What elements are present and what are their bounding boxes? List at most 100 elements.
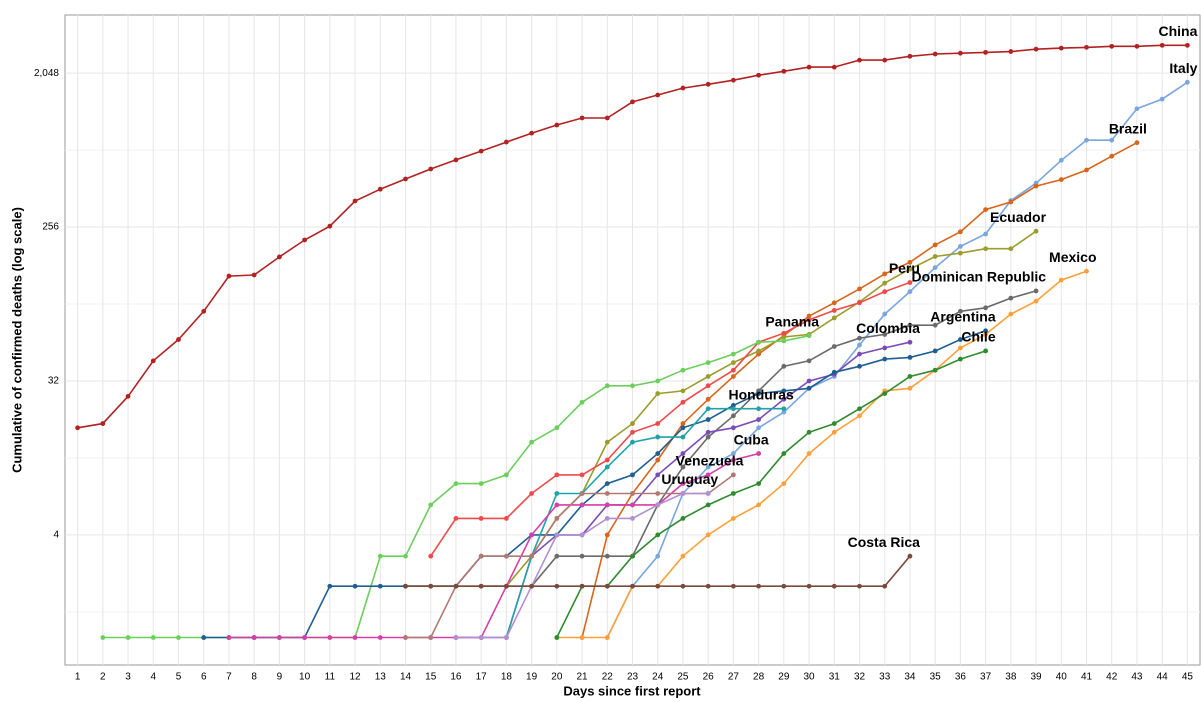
data-point [882, 289, 888, 295]
data-point [730, 367, 736, 373]
x-tick-label: 20 [551, 672, 563, 683]
data-point [276, 254, 282, 260]
x-tick-label: 21 [576, 672, 588, 683]
data-point [882, 332, 888, 337]
data-point [1184, 79, 1190, 85]
series-line [556, 350, 986, 638]
data-point [680, 85, 686, 91]
data-point [932, 367, 938, 373]
data-point [453, 515, 459, 521]
x-tick-label: 6 [201, 672, 207, 683]
data-point [806, 583, 812, 589]
data-point [882, 280, 888, 286]
data-point [831, 315, 837, 321]
data-point [579, 115, 585, 121]
data-point [957, 50, 963, 56]
data-point [125, 393, 131, 399]
data-point [529, 491, 535, 496]
data-point [503, 553, 509, 559]
data-point [503, 583, 509, 589]
y-axis-title: Cumulative of confirmed deaths (log scal… [9, 207, 24, 473]
data-point [377, 553, 383, 559]
series-label: Venezuela [676, 453, 744, 469]
data-point [1008, 246, 1014, 252]
data-point [806, 333, 812, 339]
data-point [453, 157, 459, 163]
data-point [554, 122, 560, 128]
data-point [1008, 295, 1014, 301]
series-label: Chile [961, 329, 995, 345]
series-label: Argentina [930, 309, 996, 325]
data-point [705, 383, 711, 389]
data-point [957, 356, 963, 362]
data-point [983, 305, 989, 311]
x-tick-label: 18 [501, 672, 513, 683]
data-point [1109, 43, 1115, 49]
series-label: Cuba [734, 431, 769, 447]
data-point [377, 635, 383, 640]
data-point [302, 635, 308, 640]
data-point [1084, 137, 1089, 143]
data-point [453, 583, 459, 589]
data-point [529, 130, 535, 136]
data-point [1033, 183, 1039, 189]
data-point [478, 515, 484, 521]
data-point [1008, 199, 1014, 205]
data-point [983, 207, 989, 213]
data-point [428, 553, 434, 559]
data-point [907, 355, 913, 360]
data-point [957, 250, 963, 256]
series-layer [75, 42, 1190, 640]
data-point [655, 391, 661, 396]
series-line [405, 474, 734, 639]
data-point [1134, 140, 1140, 146]
data-point [604, 464, 610, 470]
data-point [705, 417, 711, 422]
data-point [730, 491, 736, 496]
x-tick-label: 29 [778, 672, 790, 683]
data-point [655, 378, 661, 384]
data-point [983, 231, 989, 237]
series-label: Uruguay [661, 471, 718, 487]
data-point [453, 635, 459, 640]
data-point [503, 139, 509, 145]
series-label: Colombia [856, 320, 920, 336]
data-point [604, 115, 610, 121]
data-point [756, 406, 762, 412]
data-point [554, 515, 560, 521]
x-tick-label: 12 [349, 672, 361, 683]
series-label: Mexico [1049, 249, 1096, 265]
x-tick-label: 25 [677, 672, 689, 683]
data-point [730, 413, 736, 419]
x-tick-label: 36 [955, 672, 967, 683]
x-tick-label: 30 [803, 672, 815, 683]
data-point [680, 491, 686, 496]
data-point [150, 358, 156, 364]
data-point [403, 176, 408, 182]
data-point [730, 457, 736, 463]
data-point [680, 451, 686, 456]
data-point [377, 583, 383, 589]
x-tick-label: 39 [1030, 672, 1042, 683]
data-point [882, 356, 888, 362]
data-point [680, 399, 686, 405]
series-line [606, 81, 1188, 638]
x-tick-label: 4 [150, 672, 156, 683]
data-point [857, 583, 862, 589]
data-point [680, 421, 686, 426]
x-tick-label: 23 [627, 672, 639, 683]
data-point [857, 363, 862, 369]
data-point [907, 289, 913, 295]
data-point [756, 481, 762, 486]
x-tick-label: 37 [980, 672, 992, 683]
x-axis-title: Days since first report [563, 683, 701, 698]
series-label: Peru [889, 260, 920, 276]
data-point [781, 388, 787, 394]
data-point [705, 396, 711, 402]
data-point [1058, 45, 1064, 51]
data-point [680, 434, 686, 440]
data-point [907, 553, 913, 559]
data-point [756, 502, 762, 508]
data-point [932, 254, 938, 259]
data-point [907, 374, 913, 379]
